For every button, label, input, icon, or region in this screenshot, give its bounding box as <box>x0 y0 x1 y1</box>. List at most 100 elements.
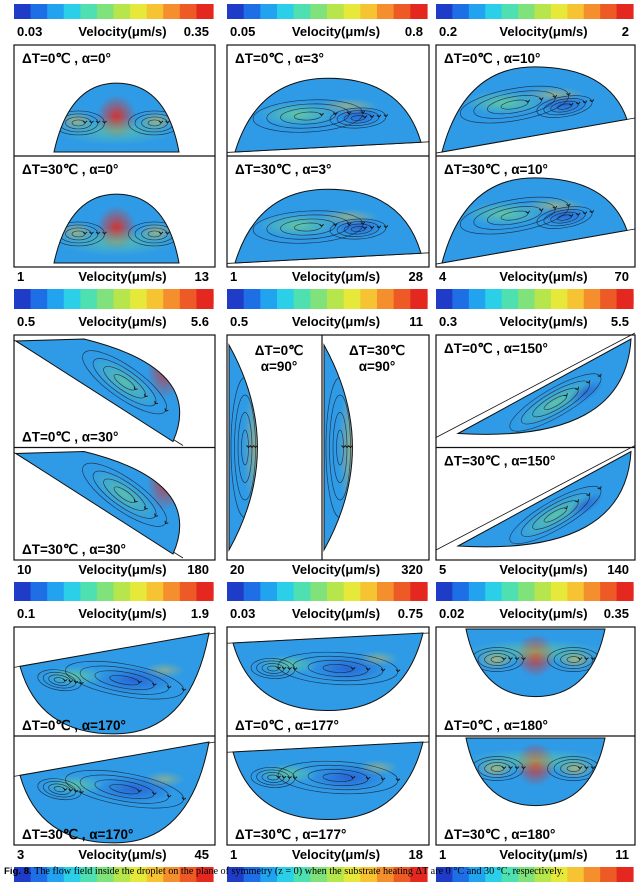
condition-label-30C: ΔT=30℃ , α=180° <box>444 827 555 842</box>
colorbar-swatch <box>14 586 32 601</box>
colorbar-swatch <box>410 867 428 882</box>
colorbar-swatch <box>96 867 115 882</box>
colorbar-swatch <box>518 867 536 882</box>
colorbar-swatch <box>260 294 278 309</box>
flow-arrow <box>508 766 513 770</box>
colorbar-swatch <box>243 586 261 601</box>
flow-arrow <box>165 231 170 235</box>
condition-label-0C: ΔT=0℃ , α=180° <box>444 718 548 733</box>
flow-arrow <box>383 225 389 229</box>
flow-arrow <box>292 667 298 671</box>
colorbar-swatch <box>243 294 261 309</box>
vortex <box>82 350 169 415</box>
top-colorbar-scale: 0.02 Velocity(μm/s) 0.35 <box>439 606 629 621</box>
droplet-outline <box>53 193 180 264</box>
colorbar-swatch <box>377 4 395 19</box>
flow-arrow <box>73 680 79 684</box>
colorbar-max: 11 <box>409 314 423 329</box>
vortex <box>250 658 298 679</box>
colorbar-swatch <box>146 4 164 19</box>
colorbar-swatch <box>243 4 261 19</box>
colorbar-title: Velocity(μm/s) <box>78 314 166 329</box>
colorbar-swatch <box>47 4 65 19</box>
condition-label-0C: ΔT=0℃ , α=10° <box>444 51 540 66</box>
colorbar-swatch <box>485 867 503 882</box>
flow-arrow <box>62 678 68 682</box>
colorbar-swatch <box>436 294 454 309</box>
bottom-colorbar-scale: 5 Velocity(μm/s) 140 <box>439 562 629 577</box>
colorbar-swatch <box>550 294 568 309</box>
flow-arrow <box>380 777 386 781</box>
colorbar-swatch <box>277 867 295 882</box>
colorbar-swatch <box>310 294 328 309</box>
velocity-hotspot <box>464 201 545 226</box>
colorbar-swatch <box>243 867 261 882</box>
condition-label: ΔT=0℃ <box>255 343 304 358</box>
colorbar-swatch <box>583 294 601 309</box>
flow-arrow <box>62 787 68 791</box>
flow-arrow <box>362 226 368 230</box>
colorbar-swatch <box>130 4 148 19</box>
colorbar-swatch <box>583 586 601 601</box>
colorbar-title: Velocity(μm/s) <box>292 24 380 39</box>
colorbar-title: Velocity(μm/s) <box>78 24 166 39</box>
vortex <box>459 196 571 235</box>
colorbar-max: 2 <box>622 24 629 39</box>
flow-arrow <box>82 120 88 124</box>
flow-arrow <box>133 386 138 390</box>
colorbar-min: 0.03 <box>230 606 255 621</box>
droplet-c2-r1-dT0 <box>235 78 421 152</box>
colorbar-swatch <box>47 586 65 601</box>
colorbar-swatch <box>410 586 428 601</box>
flow-arrow <box>79 790 84 794</box>
top-colorbar-scale: 0.03 Velocity(μm/s) 0.75 <box>230 606 423 621</box>
colorbar-title: Velocity(μm/s) <box>499 847 587 862</box>
colorbar-swatch <box>227 867 245 882</box>
velocity-hotspot <box>56 227 177 256</box>
colorbar-swatch <box>550 586 568 601</box>
colorbar-swatch <box>567 4 585 19</box>
flow-arrow <box>276 775 281 779</box>
colorbar-swatch <box>293 586 311 601</box>
angle-label: α=90° <box>261 359 298 374</box>
flow-arrow <box>89 120 94 124</box>
colorbar-max: 0.35 <box>184 24 209 39</box>
colorbar-swatch <box>293 4 311 19</box>
colorbar-swatch <box>310 4 328 19</box>
figure-caption: Fig. 8. The flow field inside the drople… <box>4 866 640 877</box>
flow-arrow <box>68 679 73 683</box>
flow-arrow <box>575 499 580 503</box>
vortex <box>459 85 571 124</box>
flow-arrow <box>154 513 159 517</box>
colorbar-min: 0.03 <box>17 24 42 39</box>
colorbar-max: 11 <box>615 847 629 862</box>
colorbar-swatch <box>227 4 245 19</box>
flow-arrow <box>246 445 251 449</box>
colorbar-swatch <box>343 294 361 309</box>
droplet-c1-r1-dT0 <box>54 83 179 152</box>
flow-arrow <box>577 657 583 661</box>
colorbar-swatch <box>518 4 536 19</box>
droplet-c3-r1-dT0 <box>442 66 627 152</box>
colorbar-swatch <box>377 294 395 309</box>
colorbar-swatch <box>583 867 601 882</box>
flow-arrow <box>395 778 401 782</box>
droplet-outline <box>14 450 181 555</box>
colorbar-title: Velocity(μm/s) <box>78 269 166 284</box>
colorbar-title: Velocity(μm/s) <box>499 24 587 39</box>
colorbar-swatch <box>63 867 81 882</box>
vortex <box>37 778 84 801</box>
colorbar-title: Velocity(μm/s) <box>499 606 587 621</box>
droplet-outline <box>456 338 632 435</box>
colorbar-swatch <box>96 294 115 309</box>
flow-arrow <box>333 223 338 227</box>
top-colorbar <box>14 586 214 601</box>
colorbar-swatch <box>14 294 32 309</box>
condition-label-30C: ΔT=30℃ , α=170° <box>22 827 133 842</box>
streamline <box>128 110 179 136</box>
velocity-hotspot <box>90 469 159 521</box>
colorbar-swatch <box>277 4 295 19</box>
colorbar-title: Velocity(μm/s) <box>292 314 380 329</box>
flow-arrow <box>582 211 588 215</box>
droplet-c3-r1-dT30 <box>442 177 627 263</box>
